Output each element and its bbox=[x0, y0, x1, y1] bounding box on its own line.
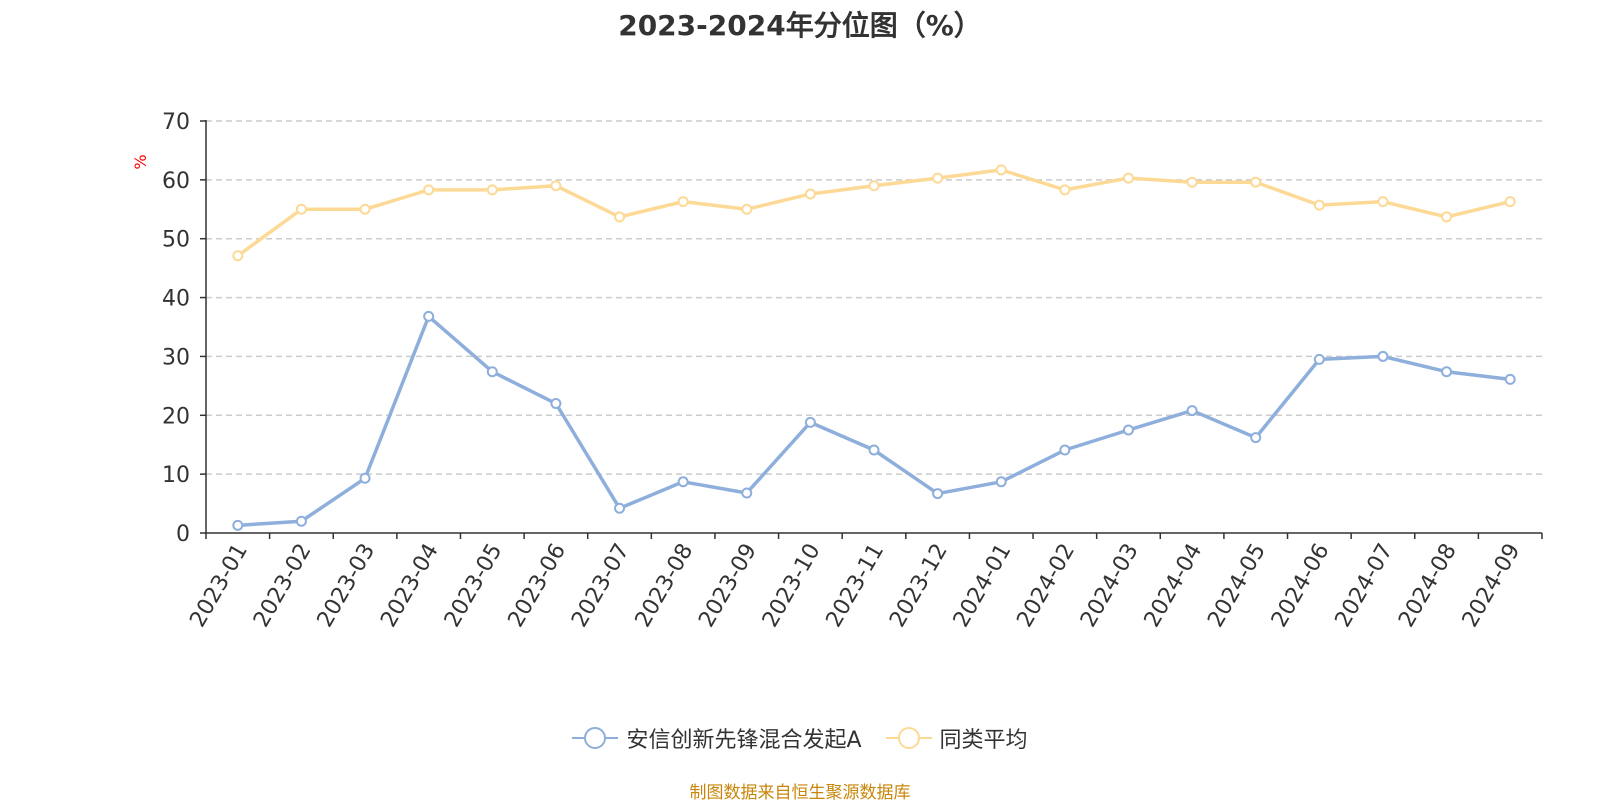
series-0-point bbox=[1059, 444, 1071, 456]
x-tick-label: 2023-04 bbox=[376, 540, 444, 632]
x-tick-label: 2023-06 bbox=[503, 540, 571, 632]
x-tick-label: 2024-05 bbox=[1203, 540, 1271, 632]
series-0-point bbox=[486, 366, 498, 378]
legend-item-series-1[interactable]: 同类平均 bbox=[885, 722, 1028, 754]
series-0-point bbox=[550, 398, 562, 410]
series-1-point bbox=[550, 180, 562, 192]
series-0-point bbox=[1122, 424, 1134, 436]
series-0-point bbox=[1504, 373, 1516, 385]
series-0-point bbox=[677, 476, 689, 488]
y-tick-label: 50 bbox=[162, 228, 190, 253]
series-1-point bbox=[804, 188, 816, 200]
legend: 安信创新先锋混合发起A 同类平均 bbox=[0, 722, 1600, 754]
y-tick-label: 40 bbox=[162, 287, 190, 312]
y-tick-label: 20 bbox=[162, 404, 190, 429]
x-tick-label: 2024-01 bbox=[949, 540, 1017, 632]
x-tick-label: 2023-11 bbox=[822, 540, 890, 632]
series-1-point bbox=[423, 184, 435, 196]
series-1-point bbox=[359, 203, 371, 215]
legend-label-series-1: 同类平均 bbox=[939, 728, 1028, 753]
series-1-point bbox=[741, 203, 753, 215]
x-tick-label: 2023-03 bbox=[313, 540, 381, 632]
y-tick-label: 30 bbox=[162, 345, 190, 370]
x-tick-label: 2024-07 bbox=[1331, 540, 1399, 632]
x-tick-label: 2023-05 bbox=[440, 540, 508, 632]
legend-swatch-series-0 bbox=[572, 726, 619, 750]
series-0-point bbox=[232, 519, 244, 531]
series-0-point bbox=[741, 487, 753, 499]
x-tick-label: 2023-01 bbox=[185, 540, 253, 632]
series-1-point bbox=[1441, 211, 1453, 223]
series-1-point bbox=[232, 250, 244, 262]
series-0-point bbox=[1186, 405, 1198, 417]
y-tick-label: 10 bbox=[162, 463, 190, 488]
x-tick-label: 2023-09 bbox=[694, 540, 762, 632]
series-1-point bbox=[868, 180, 880, 192]
series-1-point bbox=[614, 211, 626, 223]
series-1-point bbox=[1504, 196, 1516, 208]
series-1-point bbox=[1250, 176, 1262, 188]
x-tick-label: 2024-04 bbox=[1140, 540, 1208, 632]
x-tick-label: 2023-07 bbox=[567, 540, 635, 632]
legend-label-series-0: 安信创新先锋混合发起A bbox=[626, 728, 862, 753]
series-0-point bbox=[1313, 353, 1325, 365]
series-0-point bbox=[1377, 350, 1389, 362]
series-0-point bbox=[1250, 432, 1262, 444]
x-tick-label: 2024-09 bbox=[1458, 540, 1526, 632]
legend-item-series-0[interactable]: 安信创新先锋混合发起A bbox=[572, 722, 862, 754]
series-1-point bbox=[932, 172, 944, 184]
x-tick-label: 2024-06 bbox=[1267, 540, 1335, 632]
x-tick-label: 2023-10 bbox=[758, 540, 826, 632]
series-1-point bbox=[295, 203, 307, 215]
series-1-point bbox=[677, 196, 689, 208]
series-0-point bbox=[932, 488, 944, 500]
x-tick-label: 2024-02 bbox=[1012, 540, 1080, 632]
x-tick-label: 2024-03 bbox=[1076, 540, 1144, 632]
grid-layer bbox=[206, 120, 1542, 475]
x-tick-label: 2024-08 bbox=[1394, 540, 1462, 632]
x-tick-label: 2023-02 bbox=[249, 540, 317, 632]
source-note: 制图数据来自恒生聚源数据库 bbox=[689, 783, 911, 803]
y-tick-label: 0 bbox=[176, 522, 190, 547]
chart-title: 2023-2024年分位图（%） bbox=[618, 9, 982, 42]
series-0-point bbox=[423, 310, 435, 322]
series-1-point bbox=[1377, 196, 1389, 208]
x-tick-label: 2023-08 bbox=[631, 540, 699, 632]
x-tick-label: 2023-12 bbox=[885, 540, 953, 632]
series-1-point bbox=[995, 164, 1007, 176]
y-tick-label: 70 bbox=[162, 110, 190, 135]
series-0-point bbox=[359, 472, 371, 484]
series-0-point bbox=[614, 502, 626, 514]
series-1-point bbox=[1122, 172, 1134, 184]
series-0-point bbox=[1441, 366, 1453, 378]
series-0-point bbox=[868, 444, 880, 456]
series-0-point bbox=[995, 476, 1007, 488]
series-line-0 bbox=[237, 314, 1511, 528]
y-axis-label: % bbox=[131, 154, 150, 169]
series-1-point bbox=[1186, 176, 1198, 188]
series-1-point bbox=[486, 184, 498, 196]
y-tick-label: 60 bbox=[162, 169, 190, 194]
series-0-point bbox=[295, 515, 307, 527]
series-1-point bbox=[1059, 184, 1071, 196]
series-1-point bbox=[1313, 199, 1325, 211]
series-layer bbox=[232, 164, 1516, 531]
series-0-point bbox=[804, 416, 816, 428]
legend-swatch-series-1 bbox=[885, 726, 932, 750]
